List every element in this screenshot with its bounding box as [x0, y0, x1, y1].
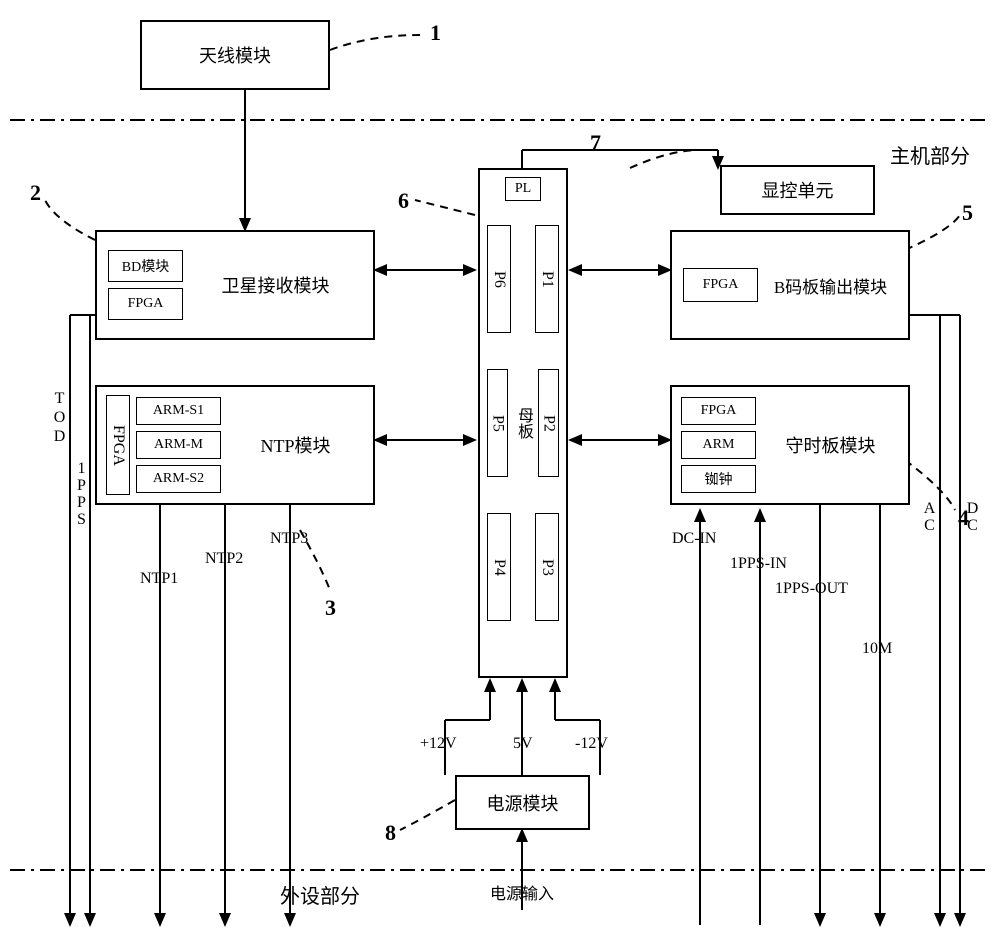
sig-ntp2: NTP2: [205, 550, 243, 568]
sig-m12: -12V: [575, 735, 608, 753]
sig-ntp1: NTP1: [140, 570, 178, 588]
callout-1: 1: [430, 20, 441, 46]
display-ctrl-label: 显控单元: [762, 177, 834, 203]
arm-s1-chip: ARM-S1: [136, 397, 221, 425]
display-ctrl-block: 显控单元: [720, 165, 875, 215]
slot-p1: P1: [535, 225, 559, 333]
power-block: 电源模块: [455, 775, 590, 830]
rb-clock-chip: 铷钟: [681, 465, 756, 493]
satrx-fpga-chip: FPGA: [108, 288, 183, 320]
bd-module-chip: BD模块: [108, 250, 183, 282]
sig-pps-out: 1PPS-OUT: [775, 580, 848, 598]
callout-6: 6: [398, 188, 409, 214]
ntp-block: FPGA ARM-S1 ARM-M ARM-S2 NTP模块: [95, 385, 375, 505]
callout-2: 2: [30, 180, 41, 206]
sat-rx-block: BD模块 FPGA 卫星接收模块: [95, 230, 375, 340]
slot-p3: P3: [535, 513, 559, 621]
backplane-block: PL P6 P1 P5 母板 P2 P4 P3: [478, 168, 568, 678]
slot-p5: P5: [487, 369, 508, 477]
timekeep-fpga-chip: FPGA: [681, 397, 756, 425]
peripheral-section-label: 外设部分: [280, 880, 360, 909]
callout-7: 7: [590, 130, 601, 156]
slot-p4: P4: [487, 513, 511, 621]
sig-ac: AC: [920, 500, 938, 534]
slot-p2: P2: [538, 369, 559, 477]
timekeep-arm-chip: ARM: [681, 431, 756, 459]
sig-10m: 10M: [862, 640, 892, 658]
sig-1pps: 1PPS: [72, 460, 90, 528]
sat-rx-label: 卫星接收模块: [222, 276, 330, 296]
callout-8: 8: [385, 820, 396, 846]
arm-s2-chip: ARM-S2: [136, 465, 221, 493]
bcode-fpga-chip: FPGA: [683, 268, 758, 302]
sig-dc: DC: [963, 500, 981, 534]
timekeep-label: 守时板模块: [786, 436, 876, 456]
timekeep-block: FPGA ARM 铷钟 守时板模块: [670, 385, 910, 505]
bcode-label: B码板输出模块: [774, 278, 887, 297]
ntp-fpga-chip: FPGA: [106, 395, 130, 495]
ntp-label: NTP模块: [260, 436, 330, 456]
callout-5: 5: [962, 200, 973, 226]
sig-pps-in: 1PPS-IN: [730, 555, 787, 573]
sig-ntp3: NTP3: [270, 530, 308, 548]
slot-p6: P6: [487, 225, 511, 333]
arm-m-chip: ARM-M: [136, 431, 221, 459]
slot-pl: PL: [505, 177, 541, 201]
sig-pwr-in: 电源输入: [490, 880, 554, 904]
host-section-label: 主机部分: [890, 140, 970, 169]
antenna-block: 天线模块: [140, 20, 330, 90]
antenna-label: 天线模块: [199, 42, 271, 68]
sig-p12: +12V: [420, 735, 457, 753]
sig-5v: 5V: [513, 735, 533, 753]
sig-tod: TOD: [50, 390, 68, 447]
power-label: 电源模块: [487, 790, 559, 816]
callout-3: 3: [325, 595, 336, 621]
bcode-block: FPGA B码板输出模块: [670, 230, 910, 340]
backplane-label: 母板: [511, 407, 535, 439]
sig-dc-in: DC-IN: [672, 530, 716, 548]
